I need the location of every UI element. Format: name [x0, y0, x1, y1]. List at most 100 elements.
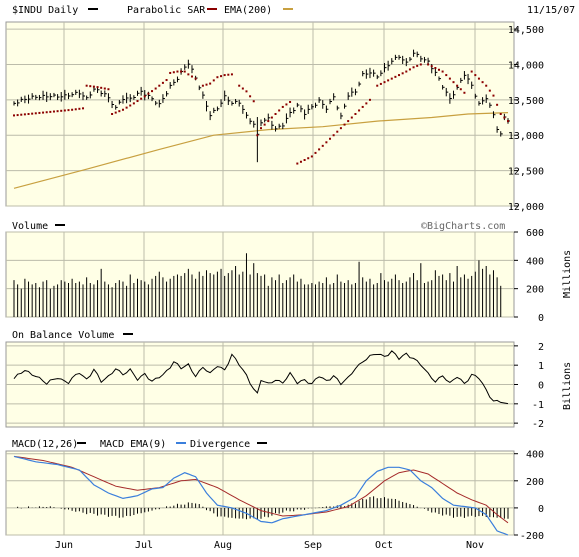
sar-dot-93 — [361, 105, 364, 108]
legend-ema200: EMA(200) — [224, 5, 272, 16]
price-bar-84 — [318, 97, 322, 103]
price-bar-44 — [173, 79, 176, 86]
price-bar-92 — [347, 92, 351, 100]
sar-dot-92 — [358, 109, 361, 112]
sar-dot-91 — [354, 113, 357, 115]
price-bar-95 — [358, 81, 362, 87]
sar-dot-77 — [303, 159, 306, 161]
price-bar-28 — [115, 105, 118, 110]
sar-dot-47 — [183, 70, 186, 73]
price-bar-58 — [224, 90, 227, 101]
price-bar-62 — [238, 99, 242, 107]
sar-dot-90 — [350, 116, 353, 119]
price-bar-10 — [49, 93, 53, 101]
price-bar-80 — [304, 109, 307, 120]
price-bar-60 — [231, 101, 234, 106]
ytick-label-3: 13,500 — [508, 96, 544, 107]
sar-dot-130 — [507, 120, 509, 123]
sar-dot-65 — [256, 134, 259, 137]
sar-dot-50 — [194, 77, 197, 80]
sar-dot-106 — [412, 66, 415, 69]
sar-dot-121 — [474, 74, 477, 77]
watermark: ©BigCharts.com — [421, 221, 505, 232]
sar-dot-43 — [169, 71, 172, 74]
sar-dot-16 — [71, 108, 74, 111]
price-bar-45 — [176, 76, 180, 83]
sar-dot-73 — [285, 103, 288, 106]
sar-dot-23 — [96, 86, 99, 89]
price-bar-91 — [344, 103, 347, 109]
price-bar-74 — [282, 122, 285, 130]
sar-dot-87 — [339, 127, 342, 130]
price-bar-133 — [496, 126, 500, 133]
sar-dot-24 — [100, 86, 103, 89]
sar-dot-81 — [318, 148, 321, 151]
sar-dot-31 — [125, 106, 128, 109]
sar-dot-64 — [252, 100, 255, 103]
price-bar-75 — [285, 113, 289, 124]
sar-dot-30 — [121, 108, 124, 111]
price-bar-108 — [405, 58, 409, 67]
ema200-path — [13, 112, 509, 189]
ytick-label-3: 400 — [526, 450, 544, 461]
volume-bars — [13, 253, 502, 317]
price-bar-48 — [187, 59, 191, 69]
price-bar-25 — [104, 90, 107, 98]
sar-dot-66 — [260, 127, 262, 130]
macd-ema-red-path — [13, 455, 509, 524]
sar-dot-72 — [281, 105, 284, 108]
sar-dot-78 — [307, 157, 310, 160]
sar-dot-6 — [34, 112, 37, 115]
ytick-label-3: 1 — [538, 361, 544, 372]
sar-dot-21 — [89, 85, 92, 88]
price-bar-102 — [384, 62, 387, 73]
sar-dot-129 — [503, 116, 506, 119]
sar-dot-123 — [481, 81, 484, 84]
x-label-nov: Nov — [466, 540, 484, 551]
price-bar-27 — [111, 100, 115, 109]
price-bar-41 — [162, 94, 165, 103]
sar-dot-37 — [147, 92, 150, 95]
sar-dot-2 — [20, 113, 23, 116]
price-bar-40 — [158, 99, 162, 108]
ytick-label-1: 200 — [526, 285, 544, 296]
price-bar-55 — [213, 107, 216, 114]
sar-dot-28 — [114, 111, 117, 114]
price-bar-96 — [362, 70, 365, 77]
price-bar-1 — [17, 99, 20, 107]
price-bar-34 — [137, 90, 140, 96]
sar-dot-20 — [85, 84, 88, 87]
sar-dot-113 — [441, 70, 444, 73]
x-label-jun: Jun — [55, 540, 73, 551]
sar-dot-67 — [263, 123, 266, 126]
legend-indu: $INDU Daily — [12, 5, 78, 16]
price-bar-6 — [35, 94, 38, 100]
sar-dot-86 — [336, 130, 339, 133]
price-bar-100 — [376, 74, 380, 80]
sar-dot-120 — [470, 70, 473, 73]
price-bar-51 — [198, 85, 202, 91]
price-bar-76 — [289, 107, 293, 118]
x-axis-month-labels: Jun Jul Aug Sep Oct Nov — [55, 540, 484, 551]
ytick-label-0: 0 — [538, 313, 544, 324]
sar-dot-55 — [216, 76, 219, 79]
ytick-label-2: 400 — [526, 256, 544, 267]
volume-plot-area — [5, 231, 515, 318]
sar-dot-49 — [190, 75, 193, 78]
price-bar-94 — [354, 88, 358, 96]
sar-dot-29 — [118, 110, 121, 113]
price-bar-79 — [300, 105, 303, 113]
price-bar-61 — [235, 98, 238, 104]
ytick-label-4: 2 — [538, 342, 544, 353]
sar-dot-38 — [151, 90, 154, 93]
price-bar-29 — [118, 99, 122, 105]
price-bar-125 — [467, 73, 471, 85]
sar-dot-96 — [376, 84, 379, 87]
sar-dot-107 — [416, 64, 419, 67]
ytick-label-1: 12,500 — [508, 167, 544, 178]
sar-dot-101 — [394, 75, 397, 78]
price-bar-16 — [71, 92, 75, 98]
sar-dot-25 — [103, 87, 106, 90]
sar-dot-116 — [452, 81, 455, 84]
